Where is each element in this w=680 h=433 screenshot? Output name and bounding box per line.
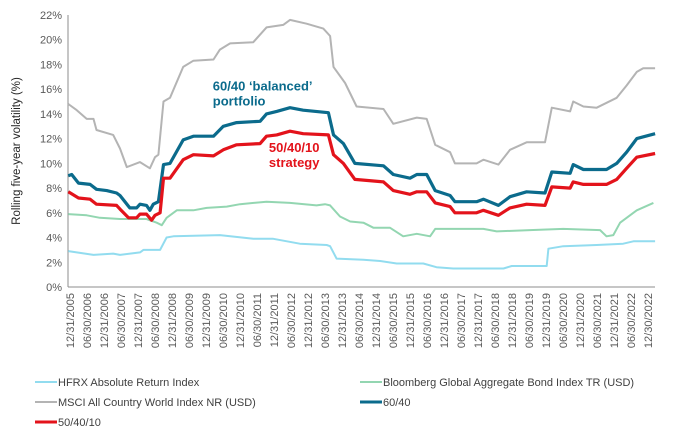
x-tick-label: 12/31/2005 [65, 293, 77, 348]
legend-item: HFRX Absolute Return Index [35, 377, 200, 389]
x-tick-label: 06/30/2018 [490, 293, 502, 348]
y-axis-label: Rolling five-year volatility (%) [11, 77, 23, 225]
series-line-hfrx-absolute-return-index [68, 234, 656, 270]
y-axis: 0% 2% 4% 6% 8% 10% 12% 14% 16% 18% 20% 22% [40, 10, 69, 294]
x-tick-label: 06/30/2020 [558, 293, 570, 348]
y-tick-label: 18% [40, 59, 62, 71]
legend-item: Bloomberg Global Aggregate Bond Index TR… [360, 377, 634, 389]
series-line-bloomberg-global-aggregate-bond-index-tr-usd- [68, 200, 654, 238]
series-line-50-40-10 [67, 129, 656, 222]
legend-label: MSCI All Country World Index NR (USD) [58, 397, 256, 409]
x-tick-label: 12/31/2013 [337, 293, 349, 348]
x-tick-label: 12/31/2015 [405, 293, 417, 348]
legend-item: 50/40/10 [35, 417, 101, 429]
x-tick-label: 06/30/2019 [524, 293, 536, 348]
x-tick-label: 06/30/2015 [388, 293, 400, 348]
x-tick-label: 12/31/2011 [269, 293, 281, 347]
x-tick-label: 12/31/2019 [541, 293, 553, 348]
x-tick-label: 12/31/2006 [99, 293, 111, 348]
y-tick-label: 4% [46, 233, 62, 245]
x-tick-label: 12/31/2009 [201, 293, 213, 348]
y-tick-label: 8% [46, 183, 62, 195]
y-tick-label: 22% [40, 10, 62, 22]
y-tick-label: 0% [46, 282, 62, 294]
x-tick-label: 06/30/2011 [252, 293, 264, 347]
x-tick-label: 06/30/2016 [422, 293, 434, 348]
annotations: 60/40 ‘balanced’portfolio 50/40/10strateg… [213, 78, 320, 170]
annotation-label: 60/40 ‘balanced’ [213, 78, 313, 93]
x-tick-label: 12/31/2018 [507, 293, 519, 348]
x-tick-label: 06/30/2008 [150, 293, 162, 348]
x-axis: 12/31/2005 06/30/2006 12/31/2006 06/30/2007… [65, 286, 655, 348]
x-tick-label: 06/30/2010 [218, 293, 230, 348]
x-tick-label: 12/31/2012 [303, 293, 315, 348]
x-tick-label: 12/31/2020 [575, 293, 587, 348]
x-tick-label: 06/30/2006 [82, 293, 94, 348]
series-line-60-40 [67, 106, 656, 212]
legend: HFRX Absolute Return Index Bloomberg Glob… [35, 377, 634, 429]
x-tick-label: 06/30/2012 [286, 293, 298, 348]
x-tick-label: 06/30/2007 [116, 293, 128, 348]
y-tick-label: 12% [40, 134, 62, 146]
legend-item: 60/40 [360, 397, 411, 409]
series-lines [67, 18, 656, 270]
y-tick-label: 6% [46, 208, 62, 220]
y-tick-label: 2% [46, 257, 62, 269]
x-tick-label: 06/30/2009 [184, 293, 196, 348]
x-tick-label: 06/30/2013 [320, 293, 332, 348]
legend-item: MSCI All Country World Index NR (USD) [35, 397, 256, 409]
annotation-label: 50/40/10 [269, 140, 320, 155]
y-tick-label: 10% [40, 158, 62, 170]
x-tick-label: 12/31/2016 [439, 293, 451, 348]
x-tick-label: 12/30/2022 [643, 293, 655, 348]
y-tick-label: 16% [40, 84, 62, 96]
annotation-label: portfolio [213, 93, 266, 108]
legend-label: 50/40/10 [58, 417, 101, 429]
x-tick-label: 12/31/2017 [473, 293, 485, 348]
y-tick-label: 20% [40, 35, 62, 47]
y-tick-label: 14% [40, 109, 62, 121]
x-tick-label: 06/30/2017 [456, 293, 468, 348]
x-tick-label: 12/31/2014 [371, 293, 383, 348]
annotation-label: strategy [269, 155, 320, 170]
x-tick-label: 06/30/2022 [626, 293, 638, 348]
series-line-msci-all-country-world-index-nr-usd- [67, 18, 656, 170]
x-tick-label: 12/31/2008 [167, 293, 179, 348]
x-tick-label: 12/31/2021 [609, 293, 621, 348]
legend-label: 60/40 [383, 397, 411, 409]
legend-label: HFRX Absolute Return Index [58, 377, 200, 389]
x-tick-label: 12/31/2007 [133, 293, 145, 348]
x-tick-label: 12/31/2010 [235, 293, 247, 348]
x-tick-label: 06/30/2014 [354, 293, 366, 348]
legend-label: Bloomberg Global Aggregate Bond Index TR… [383, 377, 634, 389]
x-tick-label: 06/30/2021 [592, 293, 604, 348]
